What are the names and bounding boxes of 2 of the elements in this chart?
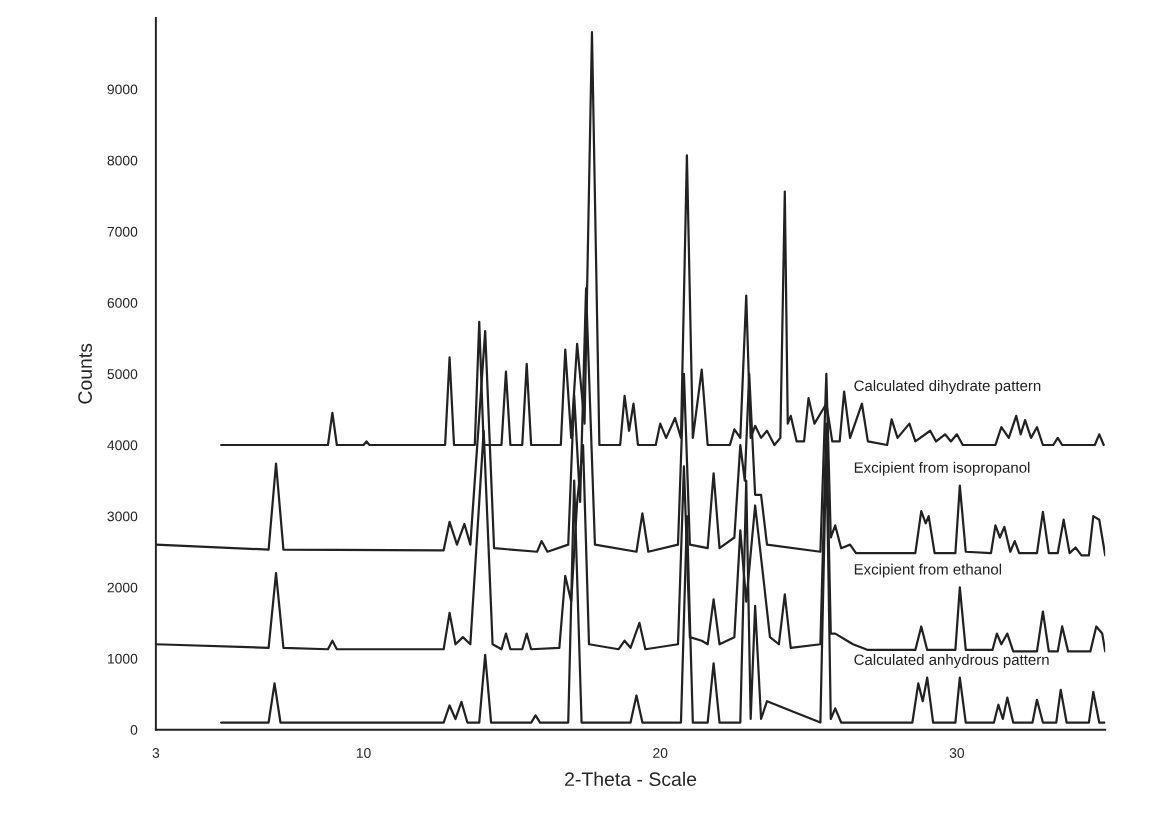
- y-axis-title: Counts: [78, 343, 92, 404]
- x-axis-title: 2-Theta - Scale: [565, 771, 697, 787]
